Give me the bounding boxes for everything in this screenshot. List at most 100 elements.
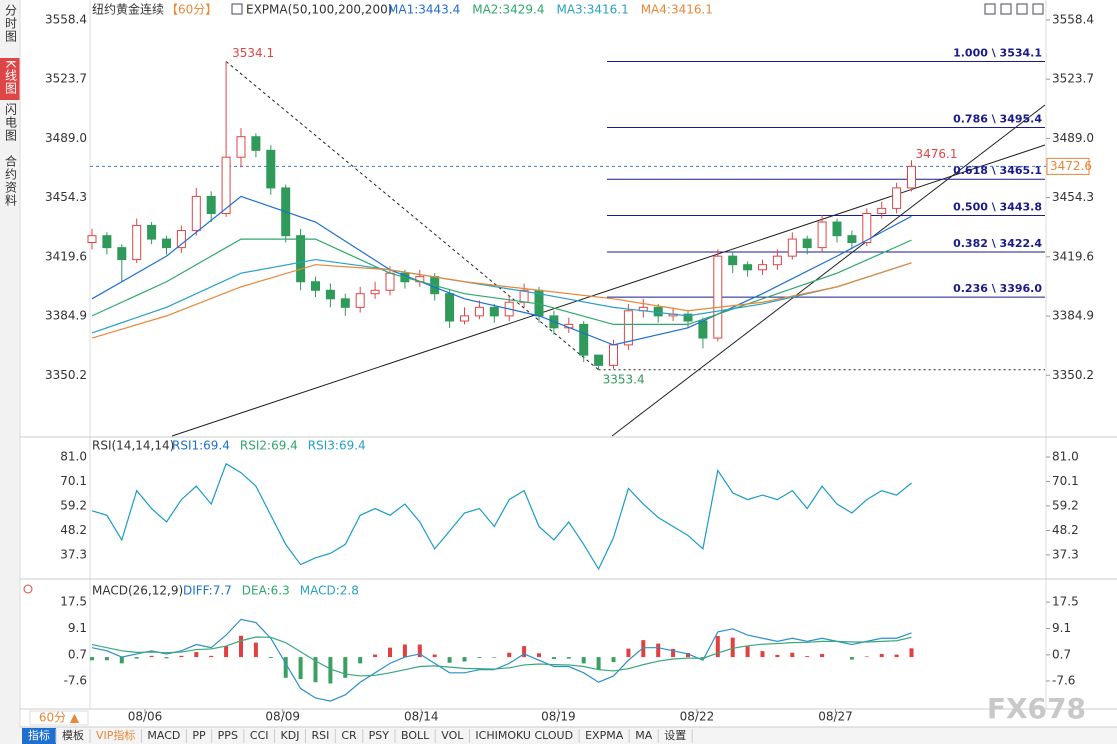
candle-body [713,255,723,339]
x-tick-label: 08/06 [128,710,163,724]
candle-body [683,313,693,322]
macd-bar [104,657,109,661]
ma-line [91,195,912,346]
macd-bar [864,656,869,658]
y-tick-label: 3523.7 [45,72,87,86]
candle-body [102,235,112,249]
macd-bar [239,635,243,658]
tab[interactable]: BOLL [401,729,430,742]
icon[interactable] [1032,3,1044,15]
macd-bar [134,657,139,659]
x-tick-label: 08/22 [680,710,715,724]
candle-body [87,235,97,244]
y-tick-label: 59.2 [1052,498,1079,512]
tab[interactable]: VOL [441,729,464,742]
macd-bar [686,653,690,658]
y-tick-label: 81.0 [1052,450,1079,464]
candle-body [743,264,753,271]
icon[interactable] [984,3,996,15]
y-tick-label: 48.2 [60,523,87,537]
sidebar-tab[interactable]: 合约资料 [4,154,18,207]
macd-bar [283,657,288,678]
tab[interactable]: ICHIMOKU CLOUD [475,729,573,742]
candle-body [266,149,276,189]
candle-body [176,230,186,249]
y-tick-label: 70.1 [1052,474,1079,488]
tab[interactable]: CCI [250,729,269,742]
tab[interactable]: VIP指标 [96,728,135,742]
tab-bg[interactable] [22,728,56,744]
x-tick-label: 08/27 [818,710,853,724]
y-tick-label: 3419.6 [1052,249,1094,263]
macd-bar [656,643,661,658]
candle-body [817,221,827,249]
macd-bar [268,657,273,659]
tab[interactable]: RSI [311,729,329,742]
macd-bar [879,653,884,658]
candle-body [340,298,350,308]
tab[interactable]: KDJ [281,729,300,742]
rsi-legend: RSI3:69.4 [308,439,366,453]
sidebar-tab[interactable]: K线图 [4,60,18,95]
icon[interactable] [1016,3,1028,15]
tab[interactable]: EXPMA [585,729,624,742]
candle-body [147,224,157,240]
candle-body [311,281,320,291]
tab-bar [20,727,1117,744]
tab[interactable]: MACD [147,729,180,742]
trend-line [611,104,1046,437]
active-tab-bg [0,58,20,100]
candle-body [474,306,484,317]
tab[interactable]: MA [635,729,652,742]
candle-body [892,187,902,209]
candle-body [877,207,887,214]
sidebar-tab[interactable]: 分时图 [4,4,18,43]
diff-line [91,618,912,702]
macd-bar [164,657,169,659]
rsi-legend: RSI1:69.4 [172,439,230,453]
macd-bar [388,647,392,658]
period[interactable]: 60分 ▲ [39,711,80,725]
sidebar-tab[interactable]: 闪电图 [4,103,18,142]
macd-bar [492,657,497,658]
period-box[interactable] [29,710,89,726]
tab[interactable]: 指标 [28,728,50,742]
tab[interactable]: PP [192,729,206,742]
candle-body [370,289,380,295]
candle-body [802,238,812,249]
indicator-icon [231,3,243,15]
candle-body [460,315,469,322]
tab[interactable]: 模板 [62,728,84,742]
settings-icon[interactable] [23,584,33,594]
y-tick-label: 48.2 [1052,523,1079,537]
y-tick-label: 3454.3 [45,190,87,204]
macd-legend: DIFF:7.7 [183,584,232,598]
ma-legend: MA3:3416.1 [556,3,628,17]
macd-bar [194,652,199,658]
tab[interactable]: PSY [369,729,390,742]
y-tick-label: 3419.6 [45,249,87,263]
macd-bar [179,655,184,658]
tab[interactable]: 设置 [664,729,686,742]
macd-bar [507,652,512,658]
macd-bar [775,654,780,658]
macd-bar [626,648,631,658]
candle-body [191,195,201,232]
candle-body [832,221,842,237]
y-tick-label: 3384.9 [45,309,87,323]
macd-bar [432,654,437,658]
y-tick-label: 3384.9 [1052,309,1094,323]
icon[interactable] [1000,3,1012,15]
ma-line [91,238,912,326]
tab[interactable]: PPS [218,729,238,742]
candle-body [325,289,335,300]
candle-body [117,247,127,261]
x-tick-label: 08/19 [541,710,576,724]
macd-bar [417,644,422,658]
tab[interactable]: CR [341,729,357,742]
y-tick-label: 0.7 [1052,647,1071,661]
ma-legend: MA1:3443.4 [388,3,460,17]
y-tick-label: 3454.3 [1052,190,1094,204]
macd-bar [730,637,735,658]
candle-body [236,136,246,158]
